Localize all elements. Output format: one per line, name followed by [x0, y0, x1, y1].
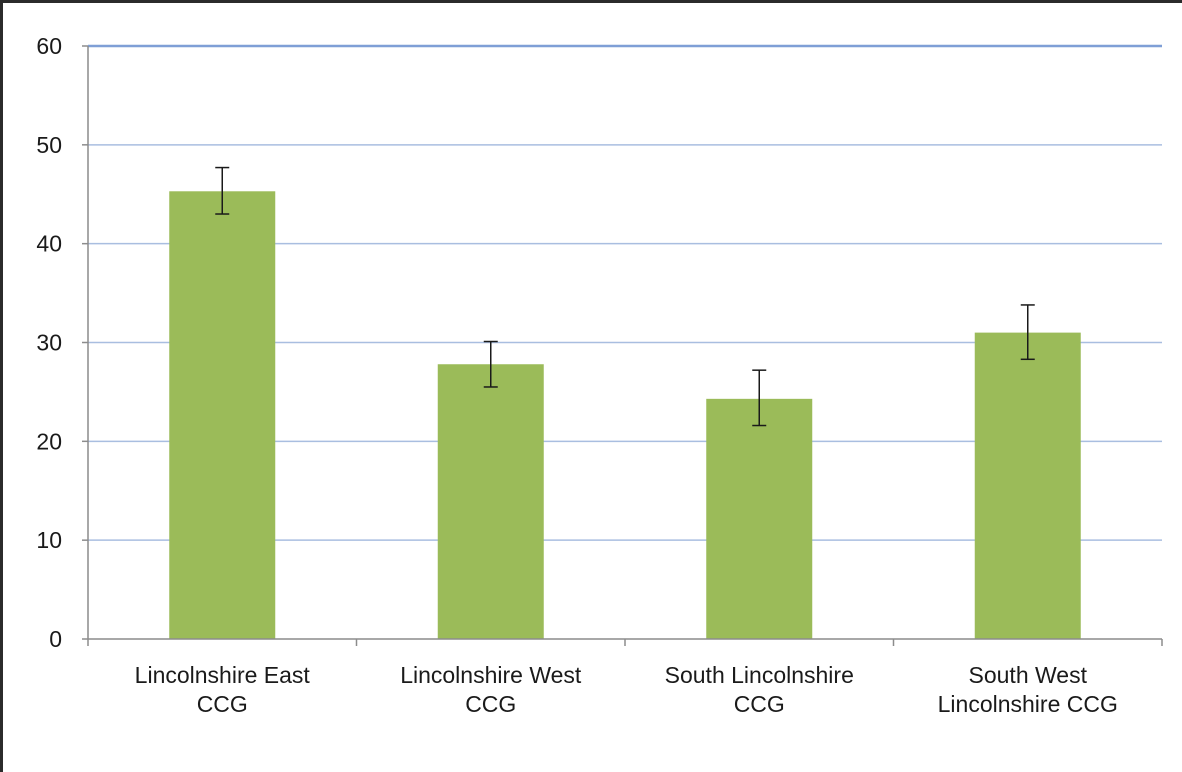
error-bar-group	[215, 166, 1035, 427]
y-tick-label: 20	[36, 428, 62, 454]
axes	[82, 45, 1163, 646]
y-tick-label: 30	[36, 330, 62, 356]
x-category-label-line: CCG	[465, 691, 516, 717]
y-tick-label: 0	[49, 626, 62, 652]
bar	[974, 332, 1081, 639]
x-category-label-line: Lincolnshire CCG	[938, 691, 1118, 717]
bar	[706, 398, 813, 639]
y-tick-label: 10	[36, 527, 62, 553]
x-category-label: Lincolnshire West CCG	[400, 662, 582, 717]
bar	[169, 191, 276, 639]
x-category-label: South Lincolnshire CCG	[665, 662, 854, 717]
x-category-label: South West Lincolnshire CCG	[938, 662, 1118, 717]
bar	[437, 364, 544, 639]
x-category-label-line: Lincolnshire East	[135, 662, 311, 688]
x-category-label-line: South West	[969, 662, 1088, 688]
y-tick-labels: 0 10 20 30 40 50 60	[36, 33, 62, 652]
bar-group	[169, 191, 1081, 639]
y-tick-label: 60	[36, 33, 62, 59]
x-category-label-line: South Lincolnshire	[665, 662, 854, 688]
x-category-label-line: CCG	[734, 691, 785, 717]
y-tick-label: 50	[36, 132, 62, 158]
x-category-labels: Lincolnshire East CCG Lincolnshire West CCG…	[135, 662, 1118, 717]
x-category-label: Lincolnshire East CCG	[135, 662, 311, 717]
x-category-label-line: CCG	[197, 691, 248, 717]
x-category-label-line: Lincolnshire West	[400, 662, 582, 688]
y-tick-label: 40	[36, 231, 62, 257]
